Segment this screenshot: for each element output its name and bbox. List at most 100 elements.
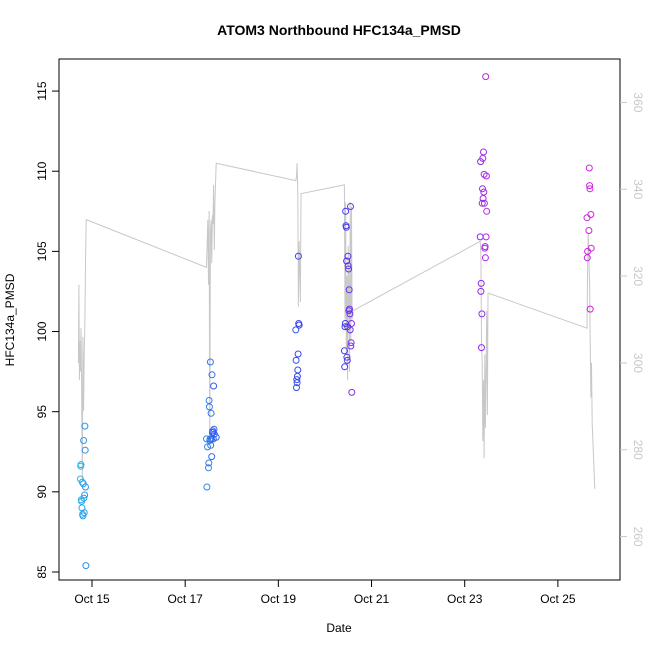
y-tick-label: 110 bbox=[35, 161, 49, 180]
data-point bbox=[80, 437, 88, 444]
data-point bbox=[348, 320, 355, 327]
y-axis-label: HFC134a_PMSD bbox=[3, 273, 17, 366]
data-point bbox=[343, 356, 351, 364]
data-point bbox=[342, 207, 350, 215]
data-point bbox=[80, 494, 88, 502]
data-point bbox=[477, 287, 485, 295]
data-point bbox=[346, 310, 354, 318]
chart-title: ATOM3 Northbound HFC134a_PMSD bbox=[217, 22, 461, 38]
data-point bbox=[294, 252, 302, 260]
data-point bbox=[480, 188, 488, 196]
data-point bbox=[347, 339, 355, 347]
y2-tick-label: 260 bbox=[631, 527, 645, 547]
data-point bbox=[343, 353, 351, 361]
data-point bbox=[206, 358, 214, 366]
data-point bbox=[203, 435, 210, 443]
data-point bbox=[344, 252, 352, 260]
data-point bbox=[205, 459, 213, 467]
y-tick-label: 95 bbox=[35, 405, 49, 419]
data-point bbox=[346, 326, 354, 334]
data-point bbox=[482, 172, 490, 180]
data-point bbox=[81, 491, 89, 499]
plot-area bbox=[76, 73, 596, 570]
data-point bbox=[586, 182, 594, 190]
data-point bbox=[478, 199, 486, 207]
data-point bbox=[479, 185, 486, 193]
data-point bbox=[341, 363, 349, 371]
data-point bbox=[292, 356, 300, 364]
data-point bbox=[476, 233, 484, 241]
data-point bbox=[345, 265, 353, 273]
x-tick-label: Oct 15 bbox=[74, 592, 110, 606]
data-point bbox=[340, 347, 348, 355]
data-point bbox=[347, 203, 354, 210]
data-point bbox=[294, 350, 302, 358]
x-tick-label: Oct 21 bbox=[354, 592, 390, 606]
data-point bbox=[342, 223, 350, 231]
y-tick-label: 100 bbox=[35, 321, 49, 341]
data-point bbox=[482, 233, 490, 241]
data-point bbox=[481, 243, 489, 251]
data-point bbox=[77, 461, 85, 469]
data-point bbox=[586, 305, 594, 313]
data-point bbox=[295, 321, 303, 329]
data-point bbox=[207, 409, 215, 417]
data-point bbox=[210, 425, 218, 433]
y-tick-label: 105 bbox=[35, 241, 49, 261]
y-tick-label: 85 bbox=[35, 565, 49, 579]
data-point bbox=[82, 483, 89, 491]
data-point bbox=[205, 397, 213, 404]
data-point bbox=[212, 433, 220, 441]
y2-tick-label: 320 bbox=[631, 266, 645, 286]
data-point bbox=[347, 342, 355, 350]
data-point bbox=[344, 262, 352, 270]
data-point bbox=[585, 164, 593, 172]
y2-axis: 260 280 300 320 340 360 bbox=[620, 92, 645, 547]
y-tick-label: 115 bbox=[35, 81, 49, 100]
data-point bbox=[478, 310, 486, 318]
data-point bbox=[81, 422, 89, 430]
data-point bbox=[583, 214, 591, 222]
data-point bbox=[293, 384, 300, 392]
data-point bbox=[483, 207, 491, 215]
data-point bbox=[203, 483, 211, 491]
x-tick-label: Oct 23 bbox=[447, 592, 483, 606]
data-point bbox=[80, 509, 88, 517]
y2-tick-label: 340 bbox=[631, 179, 645, 199]
data-point bbox=[585, 227, 593, 234]
x-axis: Oct 15 Oct 17 Oct 19 Oct 21 Oct 23 Oct 25 bbox=[74, 580, 576, 606]
x-tick-label: Oct 19 bbox=[261, 592, 297, 606]
y-axis: 85 90 95 100 105 110 115 bbox=[35, 81, 59, 579]
x-axis-label: Date bbox=[326, 621, 352, 635]
data-point bbox=[348, 388, 356, 396]
x-tick-label: Oct 25 bbox=[540, 592, 576, 606]
data-point bbox=[205, 464, 212, 472]
data-point bbox=[292, 326, 300, 334]
data-point bbox=[208, 371, 216, 379]
data-point bbox=[82, 562, 90, 570]
data-point bbox=[78, 478, 86, 486]
y2-tick-label: 280 bbox=[631, 440, 645, 460]
data-point bbox=[341, 323, 349, 331]
plot-frame bbox=[58, 58, 621, 581]
line-series bbox=[77, 162, 596, 489]
data-point bbox=[587, 211, 595, 218]
data-point bbox=[294, 366, 302, 374]
data-point bbox=[343, 257, 351, 265]
data-point bbox=[345, 286, 353, 294]
data-point bbox=[210, 382, 218, 390]
data-point bbox=[480, 148, 487, 156]
y-tick-label: 90 bbox=[35, 485, 49, 499]
data-point bbox=[480, 199, 488, 207]
data-point bbox=[208, 453, 216, 461]
data-point bbox=[481, 254, 489, 262]
y2-tick-label: 360 bbox=[631, 92, 645, 112]
data-point bbox=[477, 279, 485, 287]
data-point bbox=[346, 305, 353, 313]
data-point bbox=[587, 244, 595, 252]
y2-tick-label: 300 bbox=[631, 353, 645, 373]
data-point bbox=[478, 344, 485, 352]
x-tick-label: Oct 17 bbox=[167, 592, 203, 606]
data-point bbox=[293, 376, 301, 384]
